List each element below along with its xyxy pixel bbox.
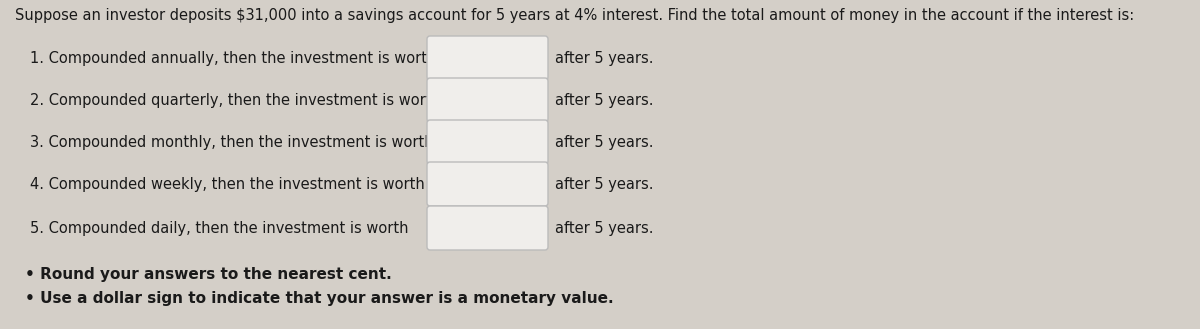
FancyBboxPatch shape	[427, 162, 548, 206]
Text: 3. Compounded monthly, then the investment is worth: 3. Compounded monthly, then the investme…	[30, 135, 433, 149]
Text: 4. Compounded weekly, then the investment is worth: 4. Compounded weekly, then the investmen…	[30, 176, 425, 191]
FancyBboxPatch shape	[427, 78, 548, 122]
Text: after 5 years.: after 5 years.	[554, 220, 654, 236]
Text: • Use a dollar sign to indicate that your answer is a monetary value.: • Use a dollar sign to indicate that you…	[25, 291, 613, 306]
FancyBboxPatch shape	[427, 120, 548, 164]
Text: after 5 years.: after 5 years.	[554, 50, 654, 65]
Text: 5. Compounded daily, then the investment is worth: 5. Compounded daily, then the investment…	[30, 220, 408, 236]
Text: Suppose an investor deposits $31,000 into a savings account for 5 years at 4% in: Suppose an investor deposits $31,000 int…	[14, 8, 1134, 23]
Text: 2. Compounded quarterly, then the investment is worth: 2. Compounded quarterly, then the invest…	[30, 92, 440, 108]
Text: • Round your answers to the nearest cent.: • Round your answers to the nearest cent…	[25, 266, 391, 282]
Text: after 5 years.: after 5 years.	[554, 176, 654, 191]
Text: after 5 years.: after 5 years.	[554, 92, 654, 108]
Text: after 5 years.: after 5 years.	[554, 135, 654, 149]
Text: 1. Compounded annually, then the investment is worth: 1. Compounded annually, then the investm…	[30, 50, 437, 65]
FancyBboxPatch shape	[427, 36, 548, 80]
FancyBboxPatch shape	[427, 206, 548, 250]
